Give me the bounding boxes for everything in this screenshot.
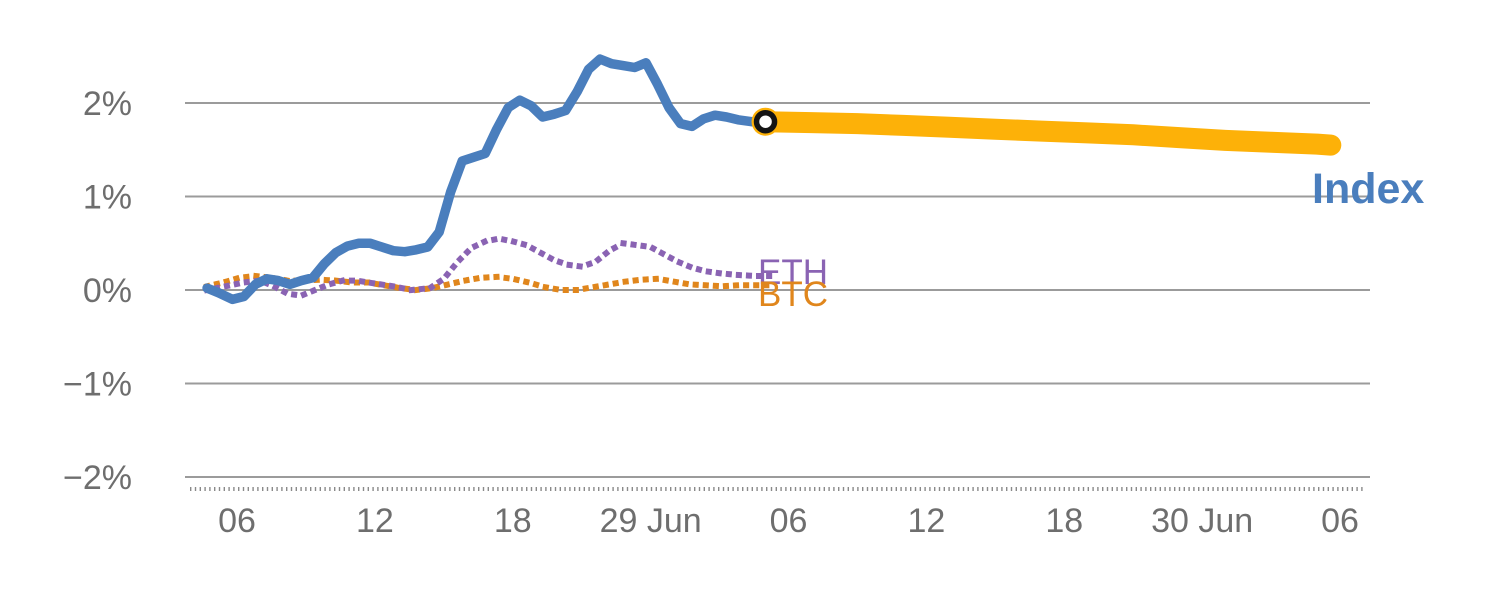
y-tick-label: −1% (63, 366, 132, 404)
series-line-index (202, 54, 771, 305)
y-tick-label: 2% (83, 85, 132, 123)
x-tick-label: 12 (356, 502, 394, 540)
x-tick-label: 29 Jun (600, 502, 702, 540)
series-line-eth (203, 235, 774, 299)
x-tick-label: 30 Jun (1151, 502, 1253, 540)
x-tick-label: 18 (494, 502, 532, 540)
x-tick-label: 12 (907, 502, 945, 540)
series-line-btc (203, 273, 774, 293)
series-line-index-forecast (755, 111, 1342, 156)
x-tick-label: 06 (770, 502, 808, 540)
series-label-btc: BTC (758, 275, 828, 314)
current-value-marker-icon (753, 109, 778, 134)
y-tick-label: −2% (63, 459, 132, 497)
x-tick-label: 06 (1321, 502, 1359, 540)
y-tick-label: 1% (83, 179, 132, 217)
x-tick-label: 06 (218, 502, 256, 540)
series-label-eth: ETH (758, 253, 828, 292)
series-label-index: Index (1312, 165, 1425, 213)
y-tick-label: 0% (83, 272, 132, 310)
x-tick-label: 18 (1045, 502, 1083, 540)
